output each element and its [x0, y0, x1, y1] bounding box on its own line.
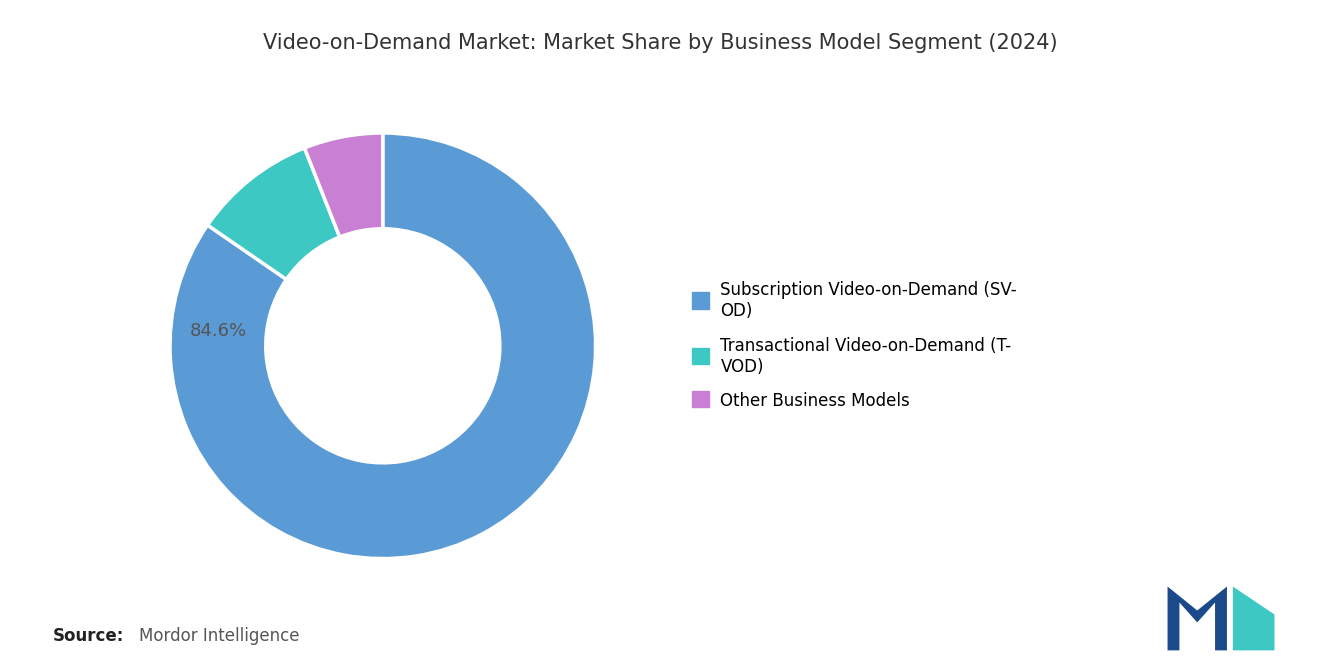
Polygon shape: [1233, 587, 1274, 650]
Text: Video-on-Demand Market: Market Share by Business Model Segment (2024): Video-on-Demand Market: Market Share by …: [263, 33, 1057, 53]
Text: Source:: Source:: [53, 627, 124, 645]
Text: 84.6%: 84.6%: [190, 323, 247, 340]
Polygon shape: [1167, 587, 1226, 650]
Wedge shape: [305, 133, 383, 237]
Wedge shape: [170, 133, 595, 559]
Legend: Subscription Video-on-Demand (SV-
OD), Transactional Video-on-Demand (T-
VOD), O: Subscription Video-on-Demand (SV- OD), T…: [684, 273, 1026, 418]
Text: Mordor Intelligence: Mordor Intelligence: [139, 627, 300, 645]
Wedge shape: [207, 148, 339, 279]
